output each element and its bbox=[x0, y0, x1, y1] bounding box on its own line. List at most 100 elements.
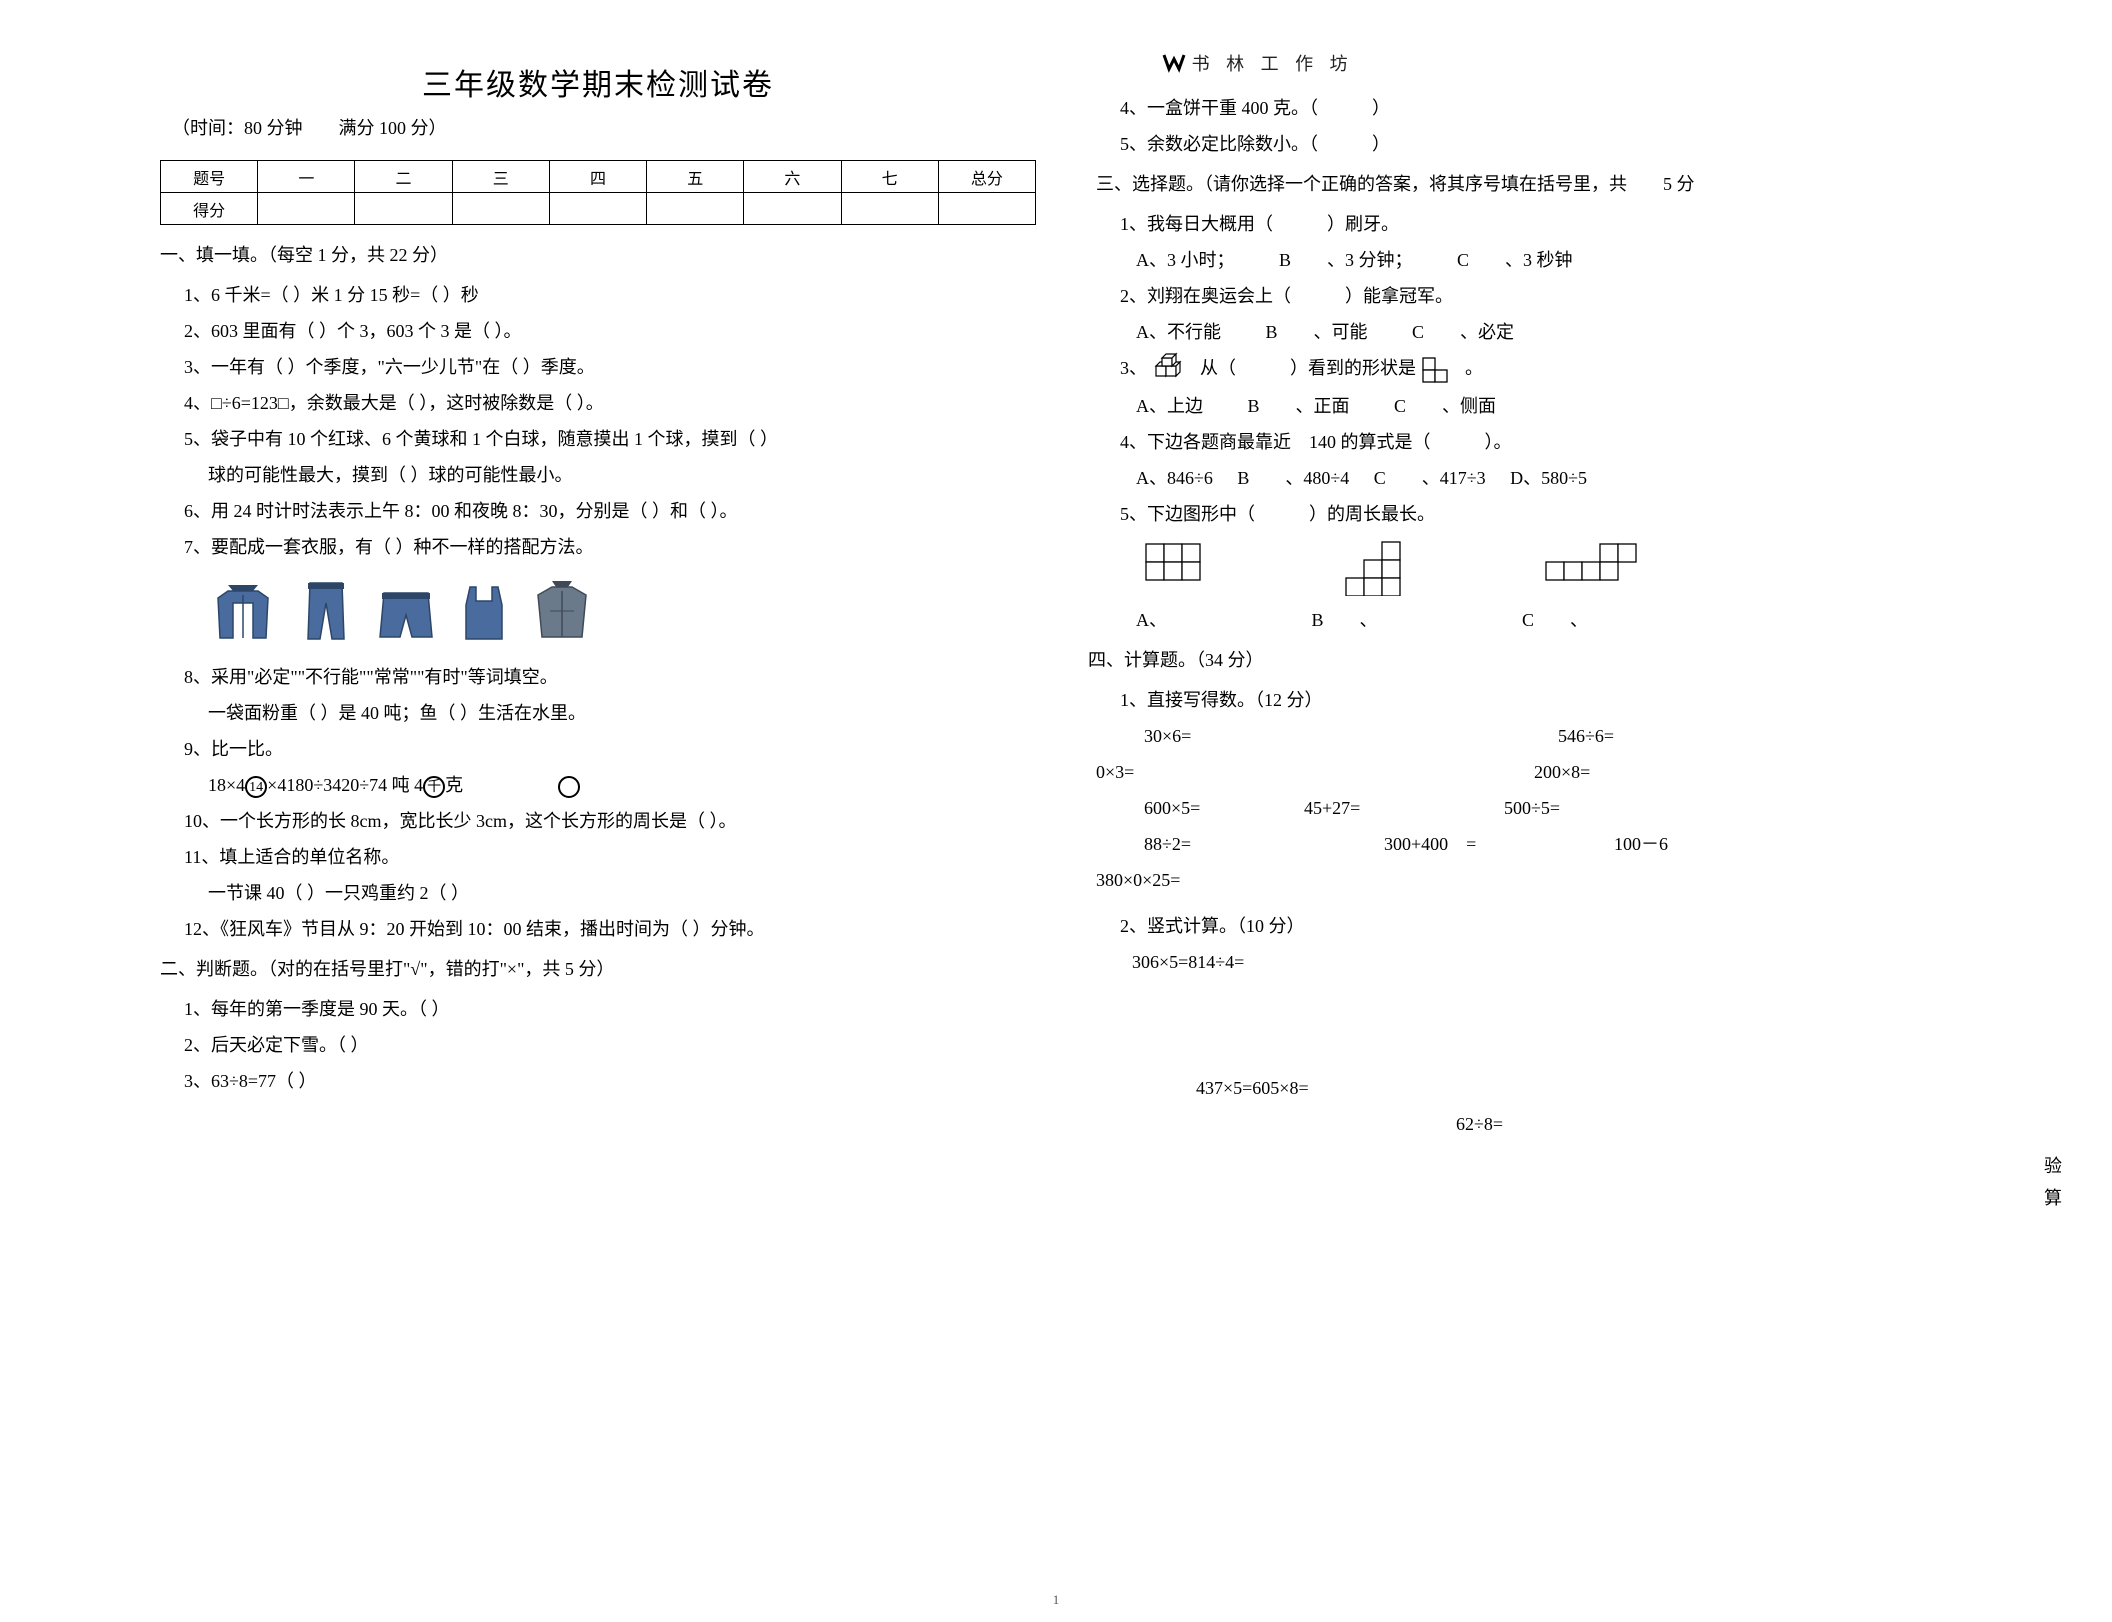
opt-b: B 、正面 bbox=[1248, 388, 1350, 424]
opt-b: B 、3 分钟； bbox=[1279, 242, 1413, 278]
score-col-1: 一 bbox=[258, 161, 355, 193]
q2-5: 5、余数必定比除数小。（ ） bbox=[1120, 126, 1972, 162]
score-cell[interactable] bbox=[841, 193, 938, 225]
q1-9b: 18×414×4180÷3420÷74 吨 4千克 bbox=[208, 767, 1036, 803]
score-col-7: 七 bbox=[841, 161, 938, 193]
q3-3: 3、 从（ ）看到的形状是 。 bbox=[1120, 350, 1972, 388]
score-cell[interactable] bbox=[452, 193, 549, 225]
exam-title: 三年级数学期末检测试卷 bbox=[160, 60, 1036, 104]
section-1-head: 一、填一填。（每空 1 分，共 22 分） bbox=[160, 241, 1036, 267]
calc-c: 500÷5= bbox=[1504, 790, 1972, 826]
pants-icon bbox=[298, 579, 354, 645]
verify-label: 验算 bbox=[2044, 1150, 2062, 1215]
shape-b-icon bbox=[1344, 540, 1424, 596]
opt-c: C 、417÷3 bbox=[1374, 460, 1486, 496]
calc-b: 200×8= bbox=[1534, 754, 1972, 790]
calc-b: 300+400 = bbox=[1384, 826, 1614, 862]
q1-8b: 一袋面粉重（ ）是 40 吨；鱼（ ）生活在水里。 bbox=[208, 695, 1036, 731]
opt-c: C 、侧面 bbox=[1394, 388, 1496, 424]
q1-11b: 一节课 40（ ）一只鸡重约 2（ ） bbox=[208, 875, 1036, 911]
score-col-3: 三 bbox=[452, 161, 549, 193]
score-col-6: 六 bbox=[744, 161, 841, 193]
shorts-icon bbox=[374, 589, 438, 645]
compare-circle-icon[interactable] bbox=[558, 776, 580, 798]
calc-a: 0×3= bbox=[1096, 754, 1534, 790]
watermark-logo-icon bbox=[1162, 53, 1186, 73]
right-column: 4、一盒饼干重 400 克。（ ） 5、余数必定比除数小。（ ） 三、选择题。（… bbox=[1096, 60, 1972, 1142]
clothing-images bbox=[208, 579, 1036, 645]
calc-a: 600×5= bbox=[1144, 790, 1304, 826]
q1-10: 10、一个长方形的长 8cm，宽比长少 3cm，这个长方形的周长是（ ）。 bbox=[184, 803, 1036, 839]
calc-row-3: 600×5= 45+27= 500÷5= bbox=[1144, 790, 1972, 826]
q3-1-opts: A、3 小时； B 、3 分钟； C 、3 秒钟 bbox=[1136, 242, 1972, 278]
compare-circle-icon[interactable]: 14 bbox=[245, 776, 267, 798]
calc-row-7: 437×5=605×8= bbox=[1196, 1070, 1972, 1106]
opt-b: B 、 bbox=[1312, 602, 1378, 638]
q1-4: 4、□÷6=123□，余数最大是（ ），这时被除数是（ ）。 bbox=[184, 385, 1036, 421]
opt-a: A、846÷6 bbox=[1136, 460, 1213, 496]
jacket-icon bbox=[208, 583, 278, 645]
q3-1: 1、我每日大概用（ ）刷牙。 bbox=[1120, 206, 1972, 242]
calc-row-5: 380×0×25= bbox=[1096, 862, 1972, 898]
score-col-5: 五 bbox=[647, 161, 744, 193]
q1-12: 12、《狂风车》节目从 9：20 开始到 10：00 结束，播出时间为（ ）分钟… bbox=[184, 911, 1036, 947]
opt-a: A、3 小时； bbox=[1136, 242, 1235, 278]
opt-c: C 、3 秒钟 bbox=[1457, 242, 1573, 278]
opt-c: C 、必定 bbox=[1412, 314, 1514, 350]
q1-9: 9、比一比。 bbox=[184, 731, 1036, 767]
opt-b: B 、480÷4 bbox=[1237, 460, 1349, 496]
cubes-icon bbox=[1152, 352, 1196, 388]
q1-1: 1、6 千米=（ ）米 1 分 15 秒=（ ）秒 bbox=[184, 277, 1036, 313]
q3-3-opts: A、上边 B 、正面 C 、侧面 bbox=[1136, 388, 1972, 424]
q2-1: 1、每年的第一季度是 90 天。（ ） bbox=[184, 991, 1036, 1027]
calc-row-4: 88÷2= 300+400 = 100－6 bbox=[1144, 826, 1972, 862]
compare-circle-icon[interactable]: 千 bbox=[423, 776, 445, 798]
q1-8: 8、采用"必定""不行能""常常""有时"等词填空。 bbox=[184, 659, 1036, 695]
shape-a-icon bbox=[1144, 540, 1224, 584]
q3-5-opts: A、 B 、 C 、 bbox=[1136, 602, 1972, 638]
q3-3-prefix: 3、 bbox=[1120, 358, 1147, 378]
q1-5: 5、袋子中有 10 个红球、6 个黄球和 1 个白球，随意摸出 1 个球，摸到（… bbox=[184, 421, 1036, 457]
q3-4: 4、下边各题商最靠近 140 的算式是（ ）。 bbox=[1120, 424, 1972, 460]
q4-sub2: 2、竖式计算。（10 分） bbox=[1120, 908, 1972, 944]
q3-2: 2、刘翔在奥运会上（ ）能拿冠军。 bbox=[1120, 278, 1972, 314]
score-cell[interactable] bbox=[744, 193, 841, 225]
page-container: 三年级数学期末检测试卷 （时间：80 分钟 满分 100 分） 题号 一 二 三… bbox=[0, 0, 2112, 1182]
calc-row-6: 306×5=814÷4= bbox=[1132, 944, 1972, 980]
q9-part-c: 克 bbox=[445, 775, 463, 795]
q2-3: 3、63÷8=77（ ） bbox=[184, 1063, 1036, 1099]
tank-top-icon bbox=[458, 583, 510, 645]
page-number: 1 bbox=[1053, 1592, 1060, 1608]
score-col-2: 二 bbox=[355, 161, 452, 193]
opt-a: A、不行能 bbox=[1136, 314, 1221, 350]
calc-b: 546÷6= bbox=[1558, 718, 1972, 754]
score-cell[interactable] bbox=[549, 193, 646, 225]
calc-row-1: 30×6= 546÷6= bbox=[1144, 718, 1972, 754]
score-header-row: 题号 一 二 三 四 五 六 七 总分 bbox=[161, 161, 1036, 193]
calc-b: 45+27= bbox=[1304, 790, 1504, 826]
q1-2: 2、603 里面有（ ）个 3，603 个 3 是（ ）。 bbox=[184, 313, 1036, 349]
l-shape-icon bbox=[1421, 356, 1461, 384]
q1-3: 3、一年有（ ）个季度，"六一少儿节"在（ ）季度。 bbox=[184, 349, 1036, 385]
opt-b: B 、可能 bbox=[1266, 314, 1368, 350]
q3-2-opts: A、不行能 B 、可能 C 、必定 bbox=[1136, 314, 1972, 350]
score-cell[interactable] bbox=[355, 193, 452, 225]
q9-part-a: 18×4 bbox=[208, 775, 245, 795]
coat-icon bbox=[530, 581, 594, 645]
score-col-total: 总分 bbox=[938, 161, 1035, 193]
opt-d: D、580÷5 bbox=[1510, 460, 1587, 496]
calc-c: 100－6 bbox=[1614, 826, 1972, 862]
score-cell[interactable] bbox=[647, 193, 744, 225]
q3-4-opts: A、846÷6 B 、480÷4 C 、417÷3 D、580÷5 bbox=[1136, 460, 1972, 496]
calc-row-2: 0×3= 200×8= bbox=[1096, 754, 1972, 790]
score-value-row: 得分 bbox=[161, 193, 1036, 225]
exam-subtitle: （时间：80 分钟 满分 100 分） bbox=[160, 114, 1036, 140]
score-header-label: 题号 bbox=[161, 161, 258, 193]
score-cell[interactable] bbox=[258, 193, 355, 225]
section-3-head: 三、选择题。（请你选择一个正确的答案，将其序号填在括号里，共 5 分 bbox=[1096, 170, 1972, 196]
q2-2: 2、后天必定下雪。（ ） bbox=[184, 1027, 1036, 1063]
q9-times: × bbox=[267, 775, 277, 795]
score-cell[interactable] bbox=[938, 193, 1035, 225]
q9-part-b: 4180÷3420÷74 吨 4 bbox=[277, 775, 423, 795]
q4-sub1: 1、直接写得数。（12 分） bbox=[1120, 682, 1972, 718]
